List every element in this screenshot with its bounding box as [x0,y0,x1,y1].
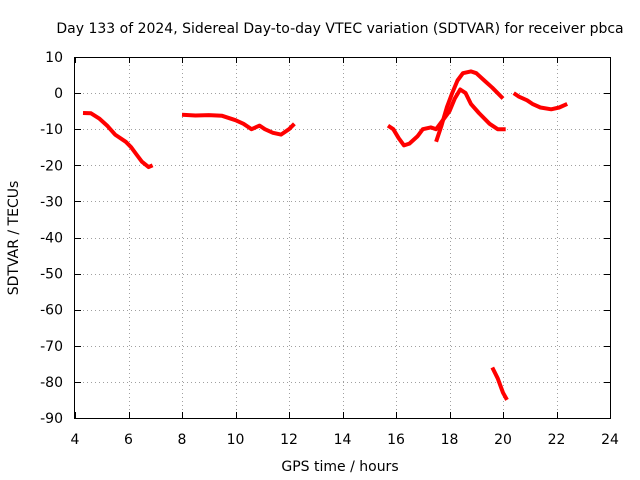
x-axis-label: GPS time / hours [281,459,398,475]
x-tick-label: 18 [441,432,459,448]
x-tick-label: 14 [334,432,352,448]
y-tick-label: -60 [40,303,63,319]
y-tick-label: -90 [40,411,63,427]
series-group [82,69,569,401]
y-tick-label: -80 [40,375,63,391]
x-tick-label: 10 [227,432,245,448]
x-tick-label: 24 [601,432,619,448]
x-tick-label: 20 [494,432,512,448]
x-tick-label: 4 [71,432,80,448]
y-tick-label: -10 [40,122,63,138]
y-tick-label: 0 [54,86,63,102]
y-tick-label: -30 [40,194,63,210]
y-tick-label: -20 [40,158,63,174]
plot-frame [74,57,611,419]
series-line-arc-4 [434,69,505,143]
series-line-arc-2 [181,112,296,137]
x-tick-labels: 4 6 8 10 12 14 16 18 20 22 24 [71,432,619,448]
y-tick-labels: 10 0 -10 -20 -30 -40 -50 -60 -70 -80 -90 [40,50,63,427]
x-tick-label: 22 [548,432,566,448]
x-tick-label: 8 [178,432,187,448]
y-axis-label: SDTVAR / TECUs [6,181,22,296]
chart-title: Day 133 of 2024, Sidereal Day-to-day VTE… [56,21,623,37]
y-tick-label: -50 [40,267,63,283]
axis-ticks [75,57,611,419]
y-tick-label: 10 [45,50,63,66]
grid [75,57,610,418]
series-line-arc-1 [82,111,154,170]
series-line-arc-6 [490,366,509,401]
y-tick-label: -40 [40,231,63,247]
x-tick-label: 16 [387,432,405,448]
series-line-arc-5 [512,91,569,112]
x-tick-label: 12 [280,432,298,448]
x-tick-label: 6 [124,432,133,448]
y-tick-label: -70 [40,339,63,355]
